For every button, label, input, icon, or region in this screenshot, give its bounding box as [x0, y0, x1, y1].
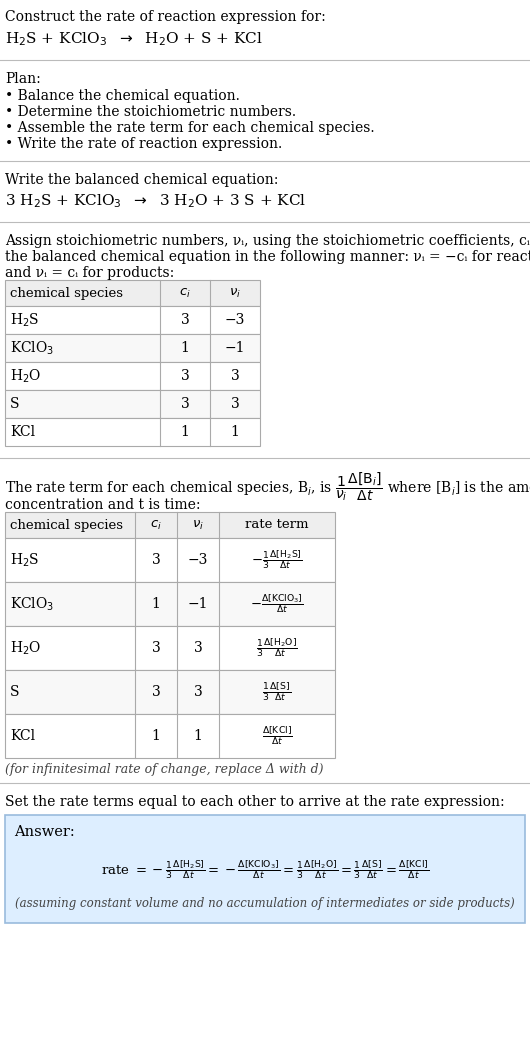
Bar — [5, 280, 260, 306]
Text: chemical species: chemical species — [10, 519, 123, 531]
Text: Assign stoichiometric numbers, νᵢ, using the stoichiometric coefficients, cᵢ, fr: Assign stoichiometric numbers, νᵢ, using… — [5, 234, 530, 248]
Text: • Assemble the rate term for each chemical species.: • Assemble the rate term for each chemic… — [5, 121, 375, 135]
Text: $\frac{1}{3}\frac{\Delta[\mathrm{H_2O}]}{\Delta t}$: $\frac{1}{3}\frac{\Delta[\mathrm{H_2O}]}… — [256, 637, 298, 660]
Text: chemical species: chemical species — [10, 287, 123, 299]
Text: $c_i$: $c_i$ — [179, 287, 191, 299]
Text: KCl: KCl — [10, 425, 35, 439]
Bar — [5, 418, 260, 446]
Text: $-\frac{1}{3}\frac{\Delta[\mathrm{H_2S}]}{\Delta t}$: $-\frac{1}{3}\frac{\Delta[\mathrm{H_2S}]… — [251, 548, 303, 571]
Text: Answer:: Answer: — [14, 825, 75, 839]
Text: 3: 3 — [231, 369, 240, 383]
Text: The rate term for each chemical species, B$_i$, is $\dfrac{1}{\nu_i}\dfrac{\Delt: The rate term for each chemical species,… — [5, 470, 530, 502]
Text: • Balance the chemical equation.: • Balance the chemical equation. — [5, 89, 240, 103]
Text: 3 H$_2$S + KClO$_3$  $\rightarrow$  3 H$_2$O + 3 S + KCl: 3 H$_2$S + KClO$_3$ $\rightarrow$ 3 H$_2… — [5, 192, 306, 209]
Text: $c_i$: $c_i$ — [150, 519, 162, 531]
Text: $\frac{\Delta[\mathrm{KCl}]}{\Delta t}$: $\frac{\Delta[\mathrm{KCl}]}{\Delta t}$ — [262, 725, 293, 747]
Text: H$_2$S + KClO$_3$  $\rightarrow$  H$_2$O + S + KCl: H$_2$S + KClO$_3$ $\rightarrow$ H$_2$O +… — [5, 30, 263, 48]
Text: $-\frac{\Delta[\mathrm{KClO_3}]}{\Delta t}$: $-\frac{\Delta[\mathrm{KClO_3}]}{\Delta … — [250, 593, 304, 616]
Text: 1: 1 — [181, 425, 189, 439]
Text: H$_2$S: H$_2$S — [10, 312, 39, 328]
Text: the balanced chemical equation in the following manner: νᵢ = −cᵢ for reactants: the balanced chemical equation in the fo… — [5, 250, 530, 264]
Text: −3: −3 — [225, 313, 245, 327]
Text: 3: 3 — [231, 397, 240, 411]
Text: 3: 3 — [193, 685, 202, 699]
Text: −1: −1 — [188, 597, 208, 611]
Text: 3: 3 — [181, 397, 189, 411]
Bar — [5, 362, 260, 390]
Text: 1: 1 — [193, 729, 202, 743]
Text: H$_2$S: H$_2$S — [10, 551, 39, 569]
Text: (assuming constant volume and no accumulation of intermediates or side products): (assuming constant volume and no accumul… — [15, 896, 515, 910]
Text: −3: −3 — [188, 553, 208, 567]
Text: concentration and t is time:: concentration and t is time: — [5, 498, 200, 512]
Bar — [5, 390, 260, 418]
Bar — [5, 538, 335, 582]
Text: 3: 3 — [181, 313, 189, 327]
Bar — [5, 512, 335, 538]
Text: H$_2$O: H$_2$O — [10, 640, 41, 656]
Bar — [5, 626, 335, 670]
Text: (for infinitesimal rate of change, replace Δ with d): (for infinitesimal rate of change, repla… — [5, 763, 323, 776]
Text: 1: 1 — [152, 597, 161, 611]
Text: KCl: KCl — [10, 729, 35, 743]
Text: 1: 1 — [152, 729, 161, 743]
Text: KClO$_3$: KClO$_3$ — [10, 340, 54, 356]
Text: Construct the rate of reaction expression for:: Construct the rate of reaction expressio… — [5, 10, 326, 24]
Text: KClO$_3$: KClO$_3$ — [10, 595, 54, 613]
Bar — [5, 582, 335, 626]
Text: 3: 3 — [152, 685, 161, 699]
Bar — [5, 334, 260, 362]
Text: 3: 3 — [193, 641, 202, 655]
Text: 3: 3 — [181, 369, 189, 383]
Text: • Determine the stoichiometric numbers.: • Determine the stoichiometric numbers. — [5, 105, 296, 119]
Text: H$_2$O: H$_2$O — [10, 367, 41, 384]
Bar — [5, 714, 335, 758]
Text: 1: 1 — [181, 341, 189, 355]
Text: $\nu_i$: $\nu_i$ — [192, 519, 204, 531]
Text: 3: 3 — [152, 641, 161, 655]
Text: S: S — [10, 685, 20, 699]
Text: $\nu_i$: $\nu_i$ — [229, 287, 241, 299]
Bar — [5, 670, 335, 714]
Text: rate term: rate term — [245, 519, 309, 531]
Text: • Write the rate of reaction expression.: • Write the rate of reaction expression. — [5, 137, 282, 151]
Text: 3: 3 — [152, 553, 161, 567]
Text: −1: −1 — [225, 341, 245, 355]
Text: 1: 1 — [231, 425, 240, 439]
Text: rate $= -\frac{1}{3}\frac{\Delta[\mathrm{H_2S}]}{\Delta t} = -\frac{\Delta[\math: rate $= -\frac{1}{3}\frac{\Delta[\mathrm… — [101, 859, 429, 882]
Bar — [5, 306, 260, 334]
Text: S: S — [10, 397, 20, 411]
Text: Set the rate terms equal to each other to arrive at the rate expression:: Set the rate terms equal to each other t… — [5, 795, 505, 809]
Text: and νᵢ = cᵢ for products:: and νᵢ = cᵢ for products: — [5, 266, 174, 280]
Text: Write the balanced chemical equation:: Write the balanced chemical equation: — [5, 173, 278, 187]
Text: Plan:: Plan: — [5, 72, 41, 86]
Bar — [5, 815, 525, 923]
Text: $\frac{1}{3}\frac{\Delta[\mathrm{S}]}{\Delta t}$: $\frac{1}{3}\frac{\Delta[\mathrm{S}]}{\D… — [262, 680, 292, 703]
